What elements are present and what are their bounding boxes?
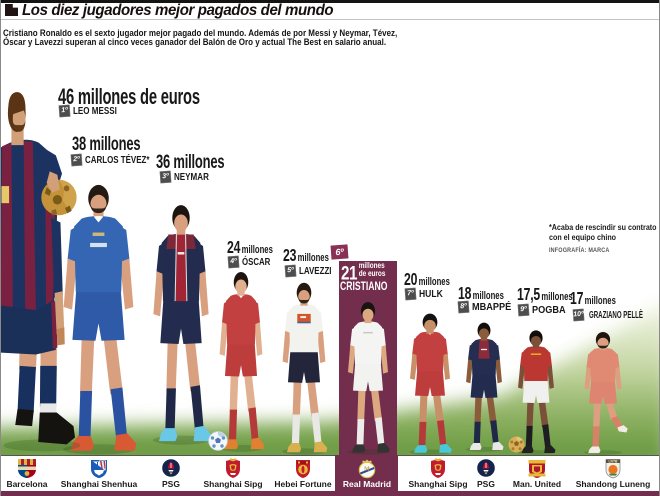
svg-text:M: M bbox=[364, 467, 370, 473]
svg-text:LNTB: LNTB bbox=[608, 459, 618, 463]
